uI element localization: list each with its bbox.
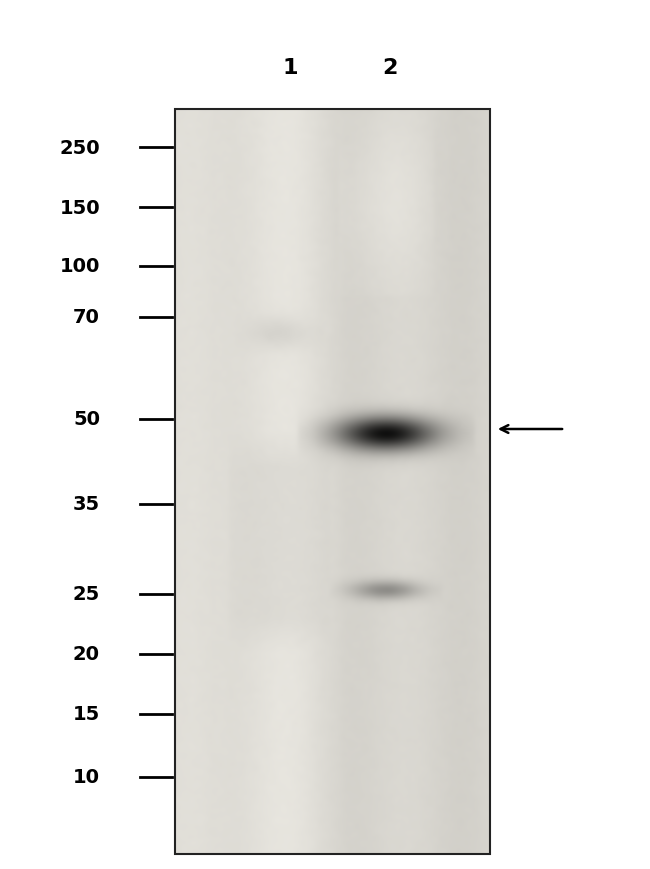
Text: 70: 70: [73, 308, 100, 327]
Text: 150: 150: [59, 198, 100, 217]
Text: 1: 1: [282, 58, 298, 78]
Text: 35: 35: [73, 495, 100, 514]
Text: 250: 250: [59, 138, 100, 157]
Text: 15: 15: [73, 705, 100, 724]
Text: 50: 50: [73, 410, 100, 429]
Text: 20: 20: [73, 645, 100, 664]
Text: 2: 2: [382, 58, 398, 78]
Bar: [175, 109, 490, 854]
Text: 100: 100: [60, 257, 100, 276]
Text: 25: 25: [73, 585, 100, 604]
Text: 10: 10: [73, 767, 100, 786]
